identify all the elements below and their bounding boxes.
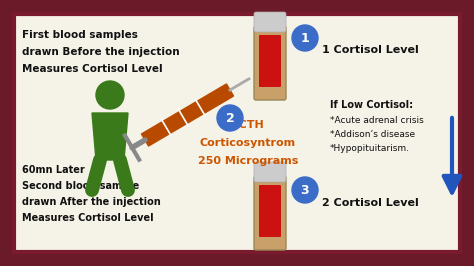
Polygon shape — [92, 113, 128, 160]
Text: 60mn Later: 60mn Later — [22, 165, 85, 175]
Text: 250 Micrograms: 250 Micrograms — [198, 156, 298, 166]
FancyBboxPatch shape — [254, 26, 286, 100]
FancyBboxPatch shape — [259, 35, 281, 87]
Circle shape — [96, 81, 124, 109]
FancyBboxPatch shape — [259, 185, 281, 237]
Text: First blood samples: First blood samples — [22, 30, 138, 40]
Text: Corticosyntrom: Corticosyntrom — [200, 138, 296, 148]
Circle shape — [292, 25, 318, 51]
Text: Measures Cortisol Level: Measures Cortisol Level — [22, 213, 154, 223]
Text: *Addison’s disease: *Addison’s disease — [330, 130, 415, 139]
Text: *Hypopituitarism.: *Hypopituitarism. — [330, 144, 410, 153]
FancyBboxPatch shape — [254, 162, 286, 182]
Circle shape — [217, 105, 243, 131]
Text: ACTH: ACTH — [231, 120, 265, 130]
Polygon shape — [141, 84, 234, 146]
Text: *Acute adrenal crisis: *Acute adrenal crisis — [330, 116, 424, 125]
FancyBboxPatch shape — [254, 12, 286, 32]
Text: 2: 2 — [226, 111, 234, 124]
Text: drawn Before the injection: drawn Before the injection — [22, 47, 180, 57]
Text: 2 Cortisol Level: 2 Cortisol Level — [322, 198, 419, 208]
Text: If Low Cortisol:: If Low Cortisol: — [330, 100, 413, 110]
FancyBboxPatch shape — [14, 14, 460, 252]
FancyBboxPatch shape — [254, 176, 286, 250]
Text: drawn After the injection: drawn After the injection — [22, 197, 161, 207]
Text: 3: 3 — [301, 184, 310, 197]
Text: Measures Cortisol Level: Measures Cortisol Level — [22, 64, 163, 74]
Text: Second blood sample: Second blood sample — [22, 181, 139, 191]
Text: 1: 1 — [301, 31, 310, 44]
Circle shape — [292, 177, 318, 203]
Text: 1 Cortisol Level: 1 Cortisol Level — [322, 45, 419, 55]
